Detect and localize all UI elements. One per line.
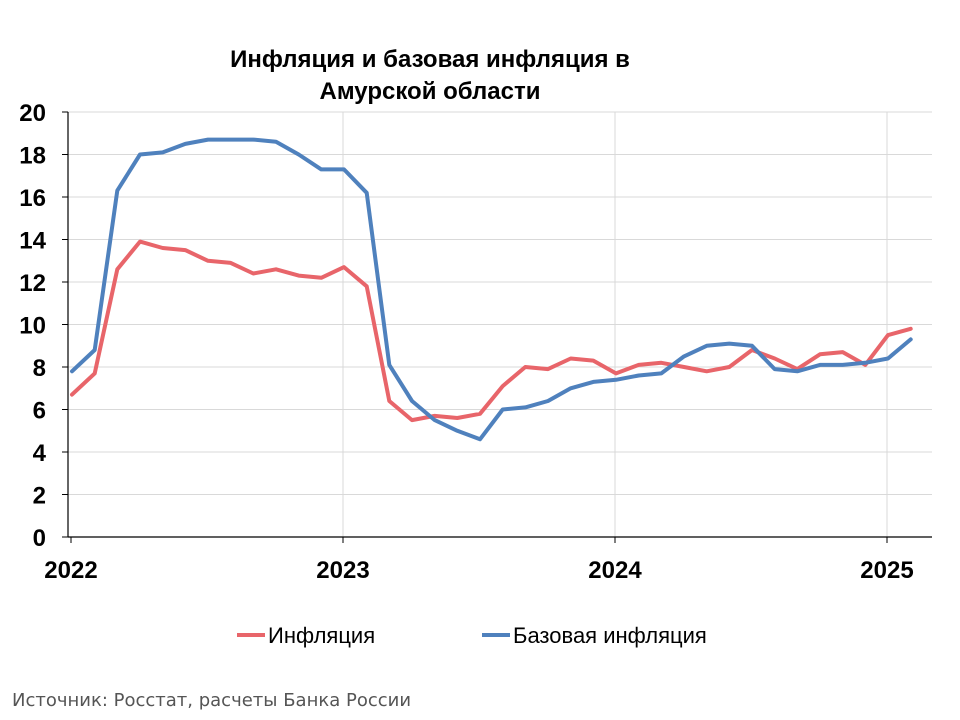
grid [68,111,932,537]
legend: Инфляция Базовая инфляция [237,623,707,648]
y-tick-label: 8 [33,355,46,382]
y-tick-label: 4 [33,440,47,467]
x-tick-label: 2024 [588,557,642,584]
x-tick-label: 2022 [44,557,97,584]
legend-label-core-inflation: Базовая инфляция [513,623,707,648]
y-tick-label: 6 [33,398,46,425]
x-tick-label: 2025 [860,557,913,584]
y-tick-label: 0 [33,525,46,552]
y-tick-label: 18 [19,143,46,170]
series-lines [70,137,913,442]
legend-label-inflation: Инфляция [268,623,375,648]
y-tick-label: 20 [19,100,46,127]
series-line-core-inflation [70,137,913,442]
y-tick-label: 2 [33,483,46,510]
x-axis-ticks: 2022 2023 2024 2025 [44,557,913,584]
y-tick-label: 10 [19,313,46,340]
source-note: Источник: Росстат, расчеты Банка России [12,690,412,711]
chart-title-line2: Амурской области [320,78,541,105]
x-tick-label: 2023 [316,557,369,584]
series-line-inflation [70,239,913,423]
y-tick-label: 16 [19,185,46,212]
axes [62,111,932,543]
y-axis-ticks: 0 2 4 6 8 10 12 14 16 18 20 [19,100,46,552]
chart-title-line1: Инфляция и базовая инфляция в [230,46,630,73]
y-tick-label: 12 [19,270,46,297]
y-tick-label: 14 [19,228,46,255]
